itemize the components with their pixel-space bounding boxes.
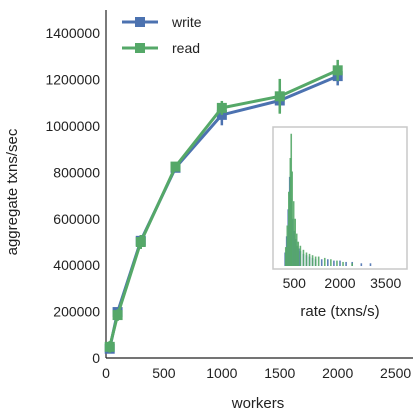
inset-series-read bbox=[284, 133, 353, 266]
inset-histogram: 500 2000 3500 rate (txns/s) bbox=[272, 126, 408, 320]
inset-x-axis-label: rate (txns/s) bbox=[300, 303, 379, 320]
y-tick-label: 0 bbox=[92, 350, 100, 366]
data-point-read bbox=[332, 65, 343, 76]
data-point-read bbox=[216, 102, 227, 113]
data-point-read bbox=[274, 91, 285, 102]
inset-x-tick-labels: 500 2000 3500 bbox=[283, 275, 402, 291]
main-series-group bbox=[104, 59, 343, 354]
x-tick-label: 1000 bbox=[206, 365, 237, 381]
legend-marker-write bbox=[135, 17, 145, 27]
x-tick-label: 1500 bbox=[264, 365, 295, 381]
data-point-read bbox=[170, 161, 181, 172]
inset-bars-group bbox=[284, 133, 372, 266]
main-x-tick-labels: 0 500 1000 1500 2000 2500 bbox=[102, 365, 411, 381]
data-point-read bbox=[135, 237, 146, 247]
y-tick-label: 200000 bbox=[53, 304, 100, 320]
y-tick-label: 1200000 bbox=[45, 72, 100, 88]
data-point-read bbox=[104, 341, 115, 352]
y-tick-label: 400000 bbox=[53, 257, 100, 273]
x-tick-label: 0 bbox=[102, 365, 110, 381]
main-axes bbox=[105, 10, 413, 359]
y-tick-label: 600000 bbox=[53, 211, 100, 227]
inset-x-tick-label: 2000 bbox=[324, 275, 355, 291]
legend-marker-read bbox=[135, 43, 145, 53]
x-tick-label: 2500 bbox=[380, 365, 411, 381]
y-tick-label: 800000 bbox=[53, 164, 100, 180]
legend-item-read: read bbox=[122, 40, 200, 56]
legend-label-write: write bbox=[171, 14, 202, 30]
inset-x-tick-label: 3500 bbox=[370, 275, 401, 291]
inset-x-tick-label: 500 bbox=[283, 275, 307, 291]
y-tick-label: 1000000 bbox=[45, 118, 100, 134]
x-tick-label: 2000 bbox=[322, 365, 353, 381]
y-axis-label: aggregate txns/sec bbox=[4, 128, 21, 255]
x-axis-label: workers bbox=[231, 395, 285, 412]
legend: write read bbox=[122, 14, 202, 56]
x-tick-label: 500 bbox=[152, 365, 176, 381]
main-y-tick-labels: 0 200000 400000 600000 800000 1000000 1200000 1… bbox=[45, 25, 100, 366]
legend-item-write: write bbox=[122, 14, 202, 30]
y-tick-label: 1400000 bbox=[45, 25, 100, 41]
legend-label-read: read bbox=[172, 40, 200, 56]
series-read bbox=[104, 59, 343, 353]
data-point-read bbox=[112, 310, 123, 321]
